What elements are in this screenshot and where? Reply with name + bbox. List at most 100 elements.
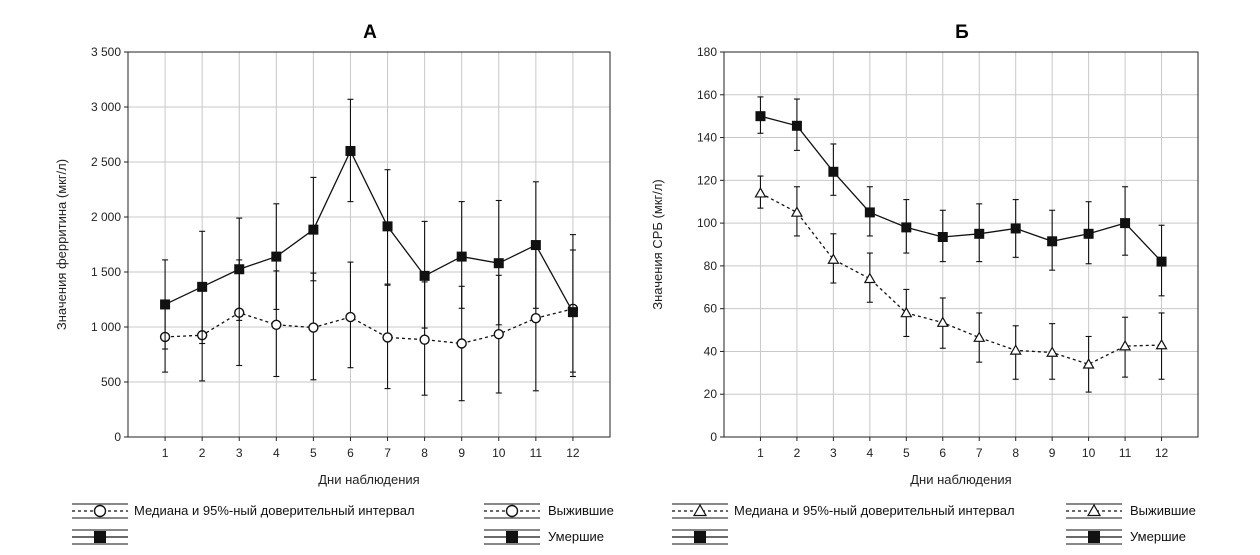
data-point: [1010, 223, 1021, 234]
legend-swatch-group-deceased: [672, 529, 728, 545]
data-point: [160, 299, 171, 310]
y-tick-label: 60: [704, 302, 718, 316]
y-tick-label: 1 000: [91, 320, 121, 334]
data-point: [1083, 228, 1094, 239]
data-point: [901, 222, 912, 233]
legend: Медиана и 95%-ный доверительный интервал…: [72, 503, 614, 545]
data-point: [456, 338, 467, 349]
chart-title: Б: [955, 22, 969, 43]
data-point: [271, 319, 282, 330]
legend-marker: [93, 504, 107, 518]
legend-marker: [692, 503, 708, 517]
legend-swatch-group-survivors: [72, 503, 128, 519]
data-point: [271, 251, 282, 262]
data-point: [936, 316, 949, 327]
legend-marker: [1086, 503, 1102, 517]
data-point: [1156, 256, 1167, 267]
legend-swatch-survivors: [1066, 503, 1122, 519]
data-point: [1119, 339, 1132, 351]
legend-swatch-group-deceased: [72, 529, 128, 545]
x-tick-label: 12: [566, 446, 580, 460]
legend-group-label: Медиана и 95%-ный доверительный интервал: [134, 503, 415, 518]
x-tick-label: 4: [273, 446, 280, 460]
y-tick-label: 500: [101, 375, 121, 389]
data-point: [937, 232, 948, 243]
legend-item-deceased: Умершие: [548, 529, 604, 544]
legend-swatch-group-survivors: [672, 503, 728, 519]
x-tick-label: 9: [458, 446, 465, 460]
y-tick-label: 180: [697, 45, 717, 59]
data-point: [754, 186, 767, 198]
x-tick-label: 5: [310, 446, 317, 460]
legend-item-survivors: Выжившие: [1130, 503, 1196, 518]
y-tick-label: 3 000: [91, 100, 121, 114]
x-tick-label: 9: [1049, 446, 1056, 460]
data-point: [755, 111, 766, 122]
data-point: [1046, 346, 1059, 357]
data-point: [1120, 218, 1131, 229]
data-point: [345, 311, 356, 323]
y-tick-label: 140: [697, 131, 717, 145]
data-point: [1009, 344, 1022, 355]
data-point: [493, 258, 504, 269]
y-tick-label: 100: [697, 216, 717, 230]
x-tick-label: 7: [384, 446, 391, 460]
series-deceased: [160, 98, 578, 373]
x-tick-label: 1: [162, 446, 169, 460]
data-point: [308, 224, 319, 235]
data-point: [863, 272, 876, 284]
data-point: [345, 146, 356, 156]
x-tick-label: 11: [530, 446, 543, 460]
data-point: [493, 328, 504, 340]
y-tick-label: 120: [697, 173, 717, 187]
y-tick-label: 2 000: [91, 210, 121, 224]
data-point: [828, 166, 839, 177]
series-line: [164, 149, 574, 313]
legend-marker: [694, 531, 706, 543]
legend: Медиана и 95%-ный доверительный интервал…: [672, 503, 1196, 545]
y-axis-label: Значения СРБ (мкг/л): [650, 179, 665, 310]
legend-item-survivors: Выжившие: [548, 503, 614, 518]
data-point: [234, 264, 245, 275]
data-point: [419, 334, 430, 345]
legend-item-deceased: Умершие: [1130, 529, 1186, 544]
data-point: [382, 221, 393, 232]
legend-swatch-deceased: [484, 529, 540, 545]
plot-frame: [723, 51, 1199, 438]
x-tick-label: 10: [1082, 446, 1096, 460]
plot-frame: [127, 51, 611, 438]
legend-marker: [1088, 531, 1100, 543]
x-tick-label: 3: [830, 446, 837, 460]
y-axis-label: Значения ферритина (мкг/л): [54, 159, 69, 330]
y-tick-label: 3 500: [91, 45, 121, 59]
y-tick-label: 160: [697, 88, 717, 102]
legend-swatch-deceased: [1066, 529, 1122, 545]
data-point: [530, 240, 541, 251]
series-line: [760, 115, 1163, 263]
chart-a: А 0 500 1 000 1 500 2 000 2 500 3 000 3 500 1 2 3 4 5…: [54, 22, 614, 545]
y-tick-label: 2 500: [91, 155, 121, 169]
data-point: [900, 306, 913, 318]
data-point: [382, 332, 393, 343]
series-survivors: [159, 234, 579, 402]
data-point: [864, 207, 875, 218]
x-tick-label: 6: [347, 446, 354, 460]
y-tick-label: 0: [114, 430, 121, 444]
y-tick-label: 80: [704, 259, 718, 273]
y-tick-label: 1 500: [91, 265, 121, 279]
chart-title: А: [363, 22, 377, 43]
x-tick-label: 4: [867, 446, 874, 460]
series-line: [165, 308, 574, 345]
data-point: [827, 253, 840, 264]
x-tick-label: 6: [939, 446, 946, 460]
y-tick-label: 20: [704, 387, 718, 401]
x-axis-label: Дни наблюдения: [910, 472, 1011, 487]
data-point: [308, 322, 319, 333]
x-tick-label: 12: [1155, 446, 1169, 460]
data-point: [791, 120, 802, 131]
data-point: [419, 270, 430, 281]
x-tick-label: 3: [236, 446, 243, 460]
data-point: [1155, 338, 1168, 350]
